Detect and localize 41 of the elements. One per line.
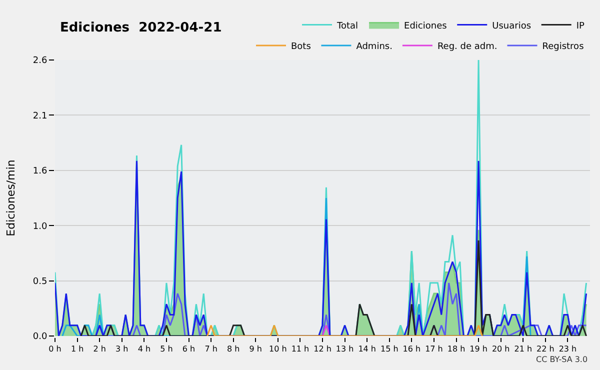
x-tick-label: 12 h (314, 344, 332, 354)
legend-label: Admins. (356, 42, 392, 52)
x-tick-label: 7 h (204, 344, 218, 354)
x-tick-label: 17 h (425, 344, 443, 354)
x-tick-label: 8 h (226, 344, 240, 354)
x-tick-label: 2 h (93, 344, 106, 354)
x-tick-label: 22 h (536, 344, 554, 354)
legend-label: Bots (291, 42, 312, 52)
x-tick-label: 0 h (48, 344, 62, 354)
y-tick-label: 2.1 (32, 111, 48, 122)
y-tick-label: 1.6 (32, 166, 48, 177)
y-tick-label: 1.0 (32, 222, 48, 232)
x-tick-label: 3 h (116, 344, 128, 354)
legend-label: Reg. de adm. (437, 42, 498, 52)
chart-title: Ediciones 2022-04-21 (60, 20, 222, 36)
x-tick-label: 16 h (402, 344, 421, 354)
x-tick-label: 5 h (160, 344, 173, 354)
legend-label: Usuarios (492, 21, 532, 32)
x-tick-label: 21 h (514, 344, 532, 354)
x-tick-label: 20 h (492, 344, 510, 354)
legend-label: IP (576, 21, 585, 32)
x-tick-label: 11 h (291, 344, 310, 354)
x-tick-label: 9 h (249, 344, 262, 354)
legend-label: Total (336, 21, 358, 32)
x-tick-label: 6 h (182, 344, 196, 354)
x-tick-label: 18 h (447, 344, 466, 354)
x-tick-label: 4 h (138, 344, 151, 354)
y-tick-label: 0.0 (32, 332, 48, 342)
y-axis-title: Ediciones/min (4, 160, 18, 236)
text: CC BY-SA 3.0 (536, 355, 588, 364)
x-tick-label: 13 h (336, 344, 354, 354)
legend-label: Registros (542, 42, 584, 52)
x-tick-label: 10 h (269, 344, 287, 354)
x-tick-label: 1 h (70, 344, 84, 354)
x-tick-label: 15 h (380, 344, 398, 354)
legend-label: Ediciones (404, 21, 448, 32)
x-tick-label: 23 h (558, 344, 577, 354)
y-tick-label: 0.5 (32, 276, 48, 287)
y-tick-label: 2.6 (32, 56, 48, 66)
x-tick-label: 14 h (358, 344, 376, 354)
x-tick-label: 19 h (470, 344, 488, 354)
